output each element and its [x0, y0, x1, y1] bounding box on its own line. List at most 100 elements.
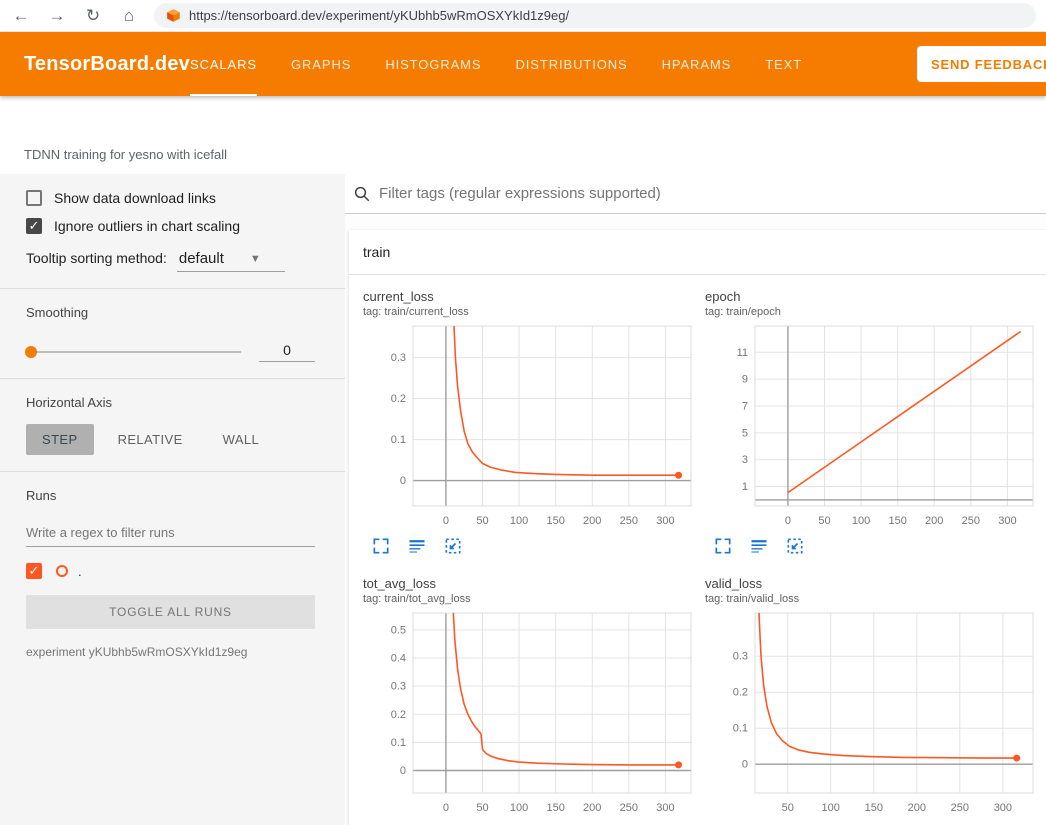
- tag-filter-input[interactable]: [379, 185, 1038, 202]
- search-icon: [353, 185, 371, 203]
- svg-text:0.3: 0.3: [391, 681, 406, 693]
- app-header: TensorBoard.dev SCALARS GRAPHS HISTOGRAM…: [0, 32, 1046, 96]
- svg-text:200: 200: [925, 515, 943, 527]
- chart-tag: tag: train/valid_loss: [705, 593, 1041, 605]
- horizontal-axis-label: Horizontal Axis: [26, 395, 315, 410]
- svg-text:150: 150: [865, 802, 883, 814]
- svg-text:250: 250: [962, 515, 980, 527]
- back-icon[interactable]: ←: [10, 6, 32, 26]
- svg-text:250: 250: [620, 802, 638, 814]
- smoothing-label: Smoothing: [26, 305, 315, 320]
- tensorboard-logo[interactable]: TensorBoard.dev: [0, 53, 190, 76]
- tab-scalars[interactable]: SCALARS: [190, 32, 257, 96]
- settings-sidebar: Show data download links ✓ Ignore outlie…: [0, 174, 345, 825]
- svg-text:11: 11: [737, 347, 748, 359]
- svg-text:250: 250: [620, 515, 638, 527]
- chart-actions: [705, 532, 1041, 558]
- svg-text:0.1: 0.1: [391, 737, 406, 749]
- tab-text[interactable]: TEXT: [765, 32, 802, 96]
- log-scale-icon[interactable]: [407, 536, 427, 556]
- chart-title: current_loss: [363, 289, 699, 304]
- toggle-all-runs-button[interactable]: TOGGLE ALL RUNS: [26, 595, 315, 629]
- svg-text:9: 9: [742, 374, 748, 386]
- tab-graphs[interactable]: GRAPHS: [291, 32, 351, 96]
- smoothing-section: Smoothing 0: [0, 289, 345, 379]
- smoothing-slider-thumb[interactable]: [25, 346, 37, 358]
- axis-wall-button[interactable]: WALL: [207, 424, 276, 455]
- smoothing-slider[interactable]: [26, 351, 241, 353]
- svg-text:0.2: 0.2: [391, 709, 406, 721]
- axis-step-button[interactable]: STEP: [26, 424, 94, 455]
- fit-domain-icon[interactable]: [443, 536, 463, 556]
- scalar-chart[interactable]: 05010015020025030000.10.20.30.40.5: [363, 607, 699, 819]
- forward-icon[interactable]: →: [46, 6, 68, 26]
- horizontal-axis-section: Horizontal Axis STEP RELATIVE WALL: [0, 379, 345, 472]
- tooltip-sorting-select[interactable]: default ▼: [177, 248, 285, 272]
- run-list-item[interactable]: ✓ .: [26, 563, 315, 579]
- svg-text:0.1: 0.1: [733, 723, 748, 735]
- svg-text:5: 5: [742, 427, 748, 439]
- show-download-links-checkbox[interactable]: Show data download links: [26, 190, 315, 206]
- checkbox-unchecked-icon[interactable]: [26, 190, 42, 206]
- tag-filter-row: [345, 174, 1046, 214]
- axis-relative-button[interactable]: RELATIVE: [102, 424, 199, 455]
- checkbox-checked-icon[interactable]: ✓: [26, 218, 42, 234]
- tab-histograms[interactable]: HISTOGRAMS: [385, 32, 481, 96]
- run-checkbox[interactable]: ✓: [26, 563, 42, 579]
- scalar-chart[interactable]: 05010015020025030000.10.20.3: [363, 320, 699, 532]
- chart-card-current-loss: current_loss tag: train/current_loss 050…: [363, 289, 699, 558]
- tensorboard-favicon: [166, 8, 181, 23]
- train-section-header[interactable]: train: [349, 230, 1046, 275]
- svg-text:0.2: 0.2: [391, 393, 406, 405]
- chart-title: tot_avg_loss: [363, 576, 699, 591]
- chart-tag: tag: train/current_loss: [363, 306, 699, 318]
- scalars-dashboard: train current_loss tag: train/current_lo…: [345, 174, 1046, 825]
- ignore-outliers-checkbox[interactable]: ✓ Ignore outliers in chart scaling: [26, 218, 315, 234]
- svg-text:100: 100: [822, 802, 840, 814]
- svg-text:0: 0: [400, 765, 406, 777]
- smoothing-value[interactable]: 0: [259, 342, 315, 362]
- svg-text:200: 200: [583, 802, 601, 814]
- chart-title: valid_loss: [705, 576, 1041, 591]
- svg-text:50: 50: [782, 802, 794, 814]
- svg-text:100: 100: [510, 515, 528, 527]
- send-feedback-button[interactable]: SEND FEEDBACK: [917, 46, 1046, 82]
- experiment-description: TDNN training for yesno with icefall: [24, 147, 227, 162]
- tooltip-sorting-value: default: [179, 250, 224, 267]
- fit-domain-icon[interactable]: [785, 536, 805, 556]
- svg-text:300: 300: [994, 802, 1012, 814]
- svg-text:100: 100: [852, 515, 870, 527]
- expand-card-icon[interactable]: [713, 536, 733, 556]
- svg-text:0.2: 0.2: [733, 687, 748, 699]
- run-name: .: [78, 564, 82, 579]
- scalar-chart[interactable]: 0501001502002503001357911: [705, 320, 1041, 532]
- chart-actions: [363, 532, 699, 558]
- svg-text:7: 7: [742, 401, 748, 413]
- reload-icon[interactable]: ↻: [82, 6, 104, 26]
- browser-chrome: ← → ↻ ⌂ https://tensorboard.dev/experime…: [0, 0, 1046, 32]
- svg-text:0.1: 0.1: [391, 434, 406, 446]
- expand-card-icon[interactable]: [371, 536, 391, 556]
- main-nav: SCALARS GRAPHS HISTOGRAMS DISTRIBUTIONS …: [190, 32, 802, 96]
- svg-text:0: 0: [400, 475, 406, 487]
- tooltip-sorting-label: Tooltip sorting method:: [26, 250, 167, 266]
- ignore-outliers-label: Ignore outliers in chart scaling: [54, 218, 240, 234]
- general-settings-section: Show data download links ✓ Ignore outlie…: [0, 174, 345, 289]
- runs-filter-input[interactable]: [26, 521, 315, 547]
- svg-text:50: 50: [476, 802, 488, 814]
- home-icon[interactable]: ⌂: [118, 6, 140, 26]
- chart-actions: [363, 819, 699, 825]
- scalar-chart[interactable]: 5010015020025030000.10.20.3: [705, 607, 1041, 819]
- address-bar[interactable]: https://tensorboard.dev/experiment/yKUbh…: [154, 3, 1036, 28]
- charts-grid: current_loss tag: train/current_loss 050…: [349, 275, 1046, 825]
- tab-hparams[interactable]: HPARAMS: [662, 32, 732, 96]
- tab-distributions[interactable]: DISTRIBUTIONS: [515, 32, 627, 96]
- runs-section: Runs ✓ . TOGGLE ALL RUNS experiment yKUb…: [0, 472, 345, 675]
- experiment-description-strip: TDNN training for yesno with icefall: [0, 96, 1046, 174]
- svg-text:50: 50: [818, 515, 830, 527]
- chevron-down-icon: ▼: [250, 253, 261, 265]
- log-scale-icon[interactable]: [749, 536, 769, 556]
- svg-text:150: 150: [546, 802, 564, 814]
- svg-text:200: 200: [908, 802, 926, 814]
- svg-text:0: 0: [785, 515, 791, 527]
